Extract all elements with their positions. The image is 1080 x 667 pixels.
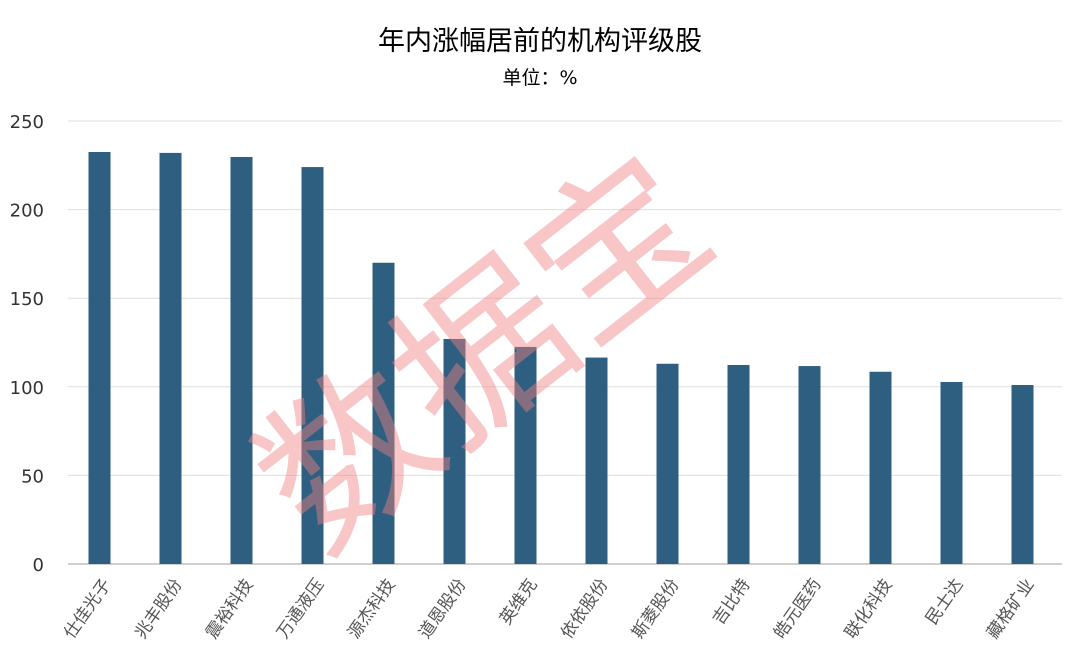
x-tick-label: 源杰科技 [344,575,399,642]
chart-subtitle: 单位：% [502,67,577,89]
x-tick-label: 皓元医药 [770,575,825,642]
y-tick-label: 200 [10,201,44,222]
y-tick-label: 0 [33,555,44,576]
x-tick-label: 藏格矿业 [983,575,1038,642]
bar [656,363,679,564]
x-tick-label: 兆丰股份 [131,575,186,642]
x-tick-label: 斯菱股份 [628,575,683,642]
x-tick-label: 吉比特 [709,575,755,628]
x-tick-label: 道恩股份 [415,575,470,642]
bar [443,338,466,564]
bar [1011,385,1034,564]
bar [869,371,892,564]
bar [798,366,821,564]
bar [301,167,324,564]
x-tick-label: 万通液压 [273,575,328,642]
x-tick-label: 联化科技 [841,575,896,642]
bar [940,382,963,564]
bar [727,365,750,564]
bar [159,152,182,564]
bar [514,346,537,564]
bar [372,262,395,564]
y-tick-label: 100 [10,378,44,399]
y-tick-label: 250 [10,112,44,133]
bar [230,156,253,564]
y-tick-label: 50 [21,466,44,487]
bar [585,357,608,564]
bar [88,152,111,564]
chart-title: 年内涨幅居前的机构评级股 [378,26,702,57]
x-tick-label: 仕佳光子 [60,575,115,642]
y-tick-label: 150 [10,289,44,310]
x-tick-label: 民士达 [922,575,968,628]
x-tick-label: 依依股份 [557,575,612,642]
x-tick-label: 英维克 [496,575,542,628]
x-tick-label: 震裕科技 [202,575,257,642]
